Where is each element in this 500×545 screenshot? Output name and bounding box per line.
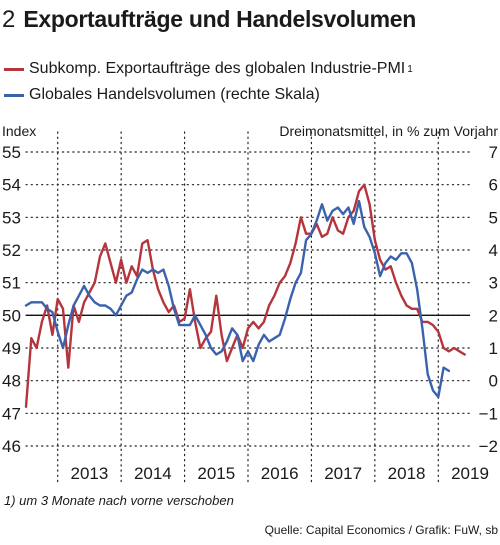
y-right-tick-label: 2 — [489, 306, 498, 325]
x-tick-label: 2013 — [71, 464, 109, 483]
chart-source: Quelle: Capital Economics / Grafik: FuW,… — [264, 523, 498, 537]
y-right-tick-label: 0 — [489, 372, 498, 391]
chart-legend: Subkomp. Exportaufträge des globalen Ind… — [4, 56, 413, 108]
legend-label-handelsvolumen: Globales Handelsvolumen (rechte Skala) — [29, 86, 320, 103]
y-left-tick-label: 49 — [2, 339, 21, 358]
x-tick-label: 2018 — [388, 464, 426, 483]
x-tick-label: 2017 — [324, 464, 362, 483]
line-chart: Index Dreimonatsmittel, in % zum Vorjahr 4… — [2, 123, 498, 483]
figure-number: 2 — [2, 6, 16, 33]
y-right-tick-label: 1 — [489, 339, 498, 358]
y-left-tick-label: 55 — [2, 143, 21, 162]
x-tick-label: 2016 — [261, 464, 299, 483]
y-left-tick-label: 53 — [2, 208, 21, 227]
chart-title: Exportaufträge und Handelsvolumen — [23, 6, 417, 32]
legend-item-exportauftraege: Subkomp. Exportaufträge des globalen Ind… — [4, 56, 413, 82]
y-left-tick-label: 52 — [2, 241, 21, 260]
y-left-tick-label: 51 — [2, 274, 21, 293]
y-left-tick-label: 50 — [2, 306, 21, 325]
y-left-axis-label: Index — [2, 123, 36, 139]
y-right-tick-label: 4 — [489, 241, 498, 260]
legend-footnote-marker: 1 — [407, 63, 413, 75]
y-left-tick-label: 48 — [2, 372, 21, 391]
series-line-exportauftraege — [24, 183, 466, 408]
figure-header: 2 Exportaufträge und Handelsvolumen — [2, 6, 416, 38]
legend-swatch-red — [4, 67, 24, 71]
y-right-tick-label: 7 — [489, 143, 498, 162]
x-tick-label: 2014 — [134, 464, 172, 483]
series-line-handelsvolumen — [24, 199, 451, 399]
y-left-tick-label: 54 — [2, 176, 21, 195]
legend-item-handelsvolumen: Globales Handelsvolumen (rechte Skala) — [4, 82, 413, 108]
legend-swatch-blue — [4, 93, 24, 97]
y-left-tick-label: 47 — [2, 404, 21, 423]
x-tick-label: 2019 — [451, 464, 489, 483]
y-right-tick-label: −1 — [479, 404, 498, 423]
y-right-tick-label: 3 — [489, 274, 498, 293]
y-right-tick-label: 6 — [489, 176, 498, 195]
chart-footnote: 1) um 3 Monate nach vorne verschoben — [4, 493, 234, 508]
x-tick-label: 2015 — [197, 464, 235, 483]
legend-label-exportauftraege: Subkomp. Exportaufträge des globalen Ind… — [29, 60, 406, 77]
y-right-axis-label: Dreimonatsmittel, in % zum Vorjahr — [279, 123, 498, 139]
y-right-tick-label: −2 — [479, 437, 498, 456]
y-right-tick-label: 5 — [489, 208, 498, 227]
y-left-tick-label: 46 — [2, 437, 21, 456]
